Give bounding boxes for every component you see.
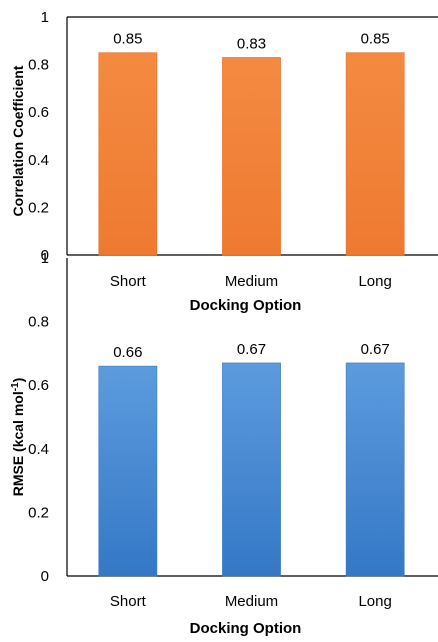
y-tick-label: 0.4: [28, 441, 49, 458]
x-tick-label: Medium: [225, 593, 278, 610]
y-tick-label: 0.2: [28, 199, 49, 216]
x-tick-label: Short: [110, 593, 147, 610]
y-tick-label: 0.6: [28, 377, 49, 394]
data-label: 0.85: [361, 31, 390, 48]
x-tick-label: Short: [110, 273, 147, 290]
bar-long: [345, 362, 405, 577]
data-label: 0.67: [361, 341, 390, 358]
bar-medium: [222, 362, 281, 577]
y-axis-title: RMSE (kcal mol-1): [10, 378, 26, 497]
y-tick-label: 0.8: [28, 57, 49, 74]
x-tick-label: Long: [358, 273, 391, 290]
y-axis-title: Correlation Coefficient: [10, 65, 26, 216]
y-tick-label: 0.2: [28, 504, 49, 521]
data-label: 0.67: [237, 341, 266, 358]
y-axis-title-main: RMSE (kcal mol: [10, 391, 26, 496]
x-tick-label: Long: [358, 593, 391, 610]
y-tick-label: 1: [41, 250, 49, 267]
y-tick-label: 0: [41, 247, 49, 264]
y-tick-label: 1: [41, 9, 49, 26]
y-axis-title-end: ): [10, 378, 26, 383]
bar-long: [345, 52, 405, 256]
x-tick-label: Medium: [225, 273, 278, 290]
data-label: 0.66: [113, 344, 142, 361]
rmse-chart: 0 0.2 0.4 0.6 0.8 1 0.66 Short 0.67 Medium 0.67 Lon…: [10, 250, 438, 637]
y-tick-label: 0.8: [28, 314, 49, 331]
correlation-chart: 0 0.2 0.4 0.6 0.8 1 0.85 Short 0.83 Medium 0.85 Lon…: [10, 9, 438, 314]
x-axis-title: Docking Option: [190, 620, 302, 637]
data-label: 0.85: [113, 31, 142, 48]
bar-short: [98, 365, 158, 577]
y-tick-label: 0.4: [28, 152, 49, 169]
y-tick-label: 0.6: [28, 104, 49, 121]
bar-short: [98, 52, 158, 256]
bar-medium: [222, 57, 281, 256]
data-label: 0.83: [237, 35, 266, 52]
x-axis-title: Docking Option: [190, 297, 302, 314]
y-tick-label: 0: [41, 568, 49, 585]
y-axis-title-superscript: -1: [10, 382, 21, 391]
